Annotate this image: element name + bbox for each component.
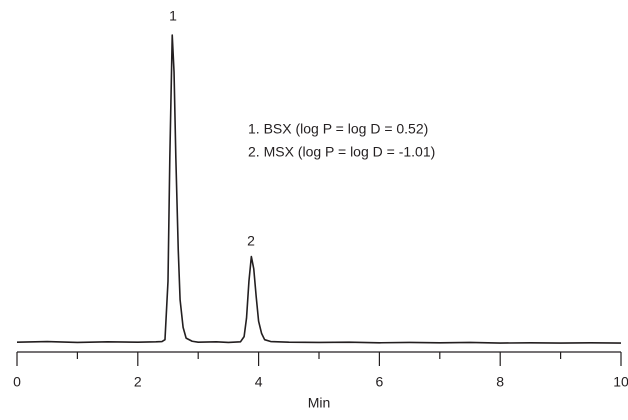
annotation: 2. MSX (log P = log D = -1.01) [248,144,435,160]
x-axis-label: Min [308,395,331,411]
x-tick-label: 8 [496,374,504,390]
x-tick-label: 10 [613,374,628,390]
x-tick-label: 4 [255,374,263,390]
x-tick-label: 2 [134,374,142,390]
x-tick-label: 0 [13,374,21,390]
chromatogram-line [16,34,622,344]
x-tick-label: 6 [376,374,384,390]
annotation: 1. BSX (log P = log D = 0.52) [248,121,428,137]
peak-label: 1 [169,8,177,24]
peak-label: 2 [247,233,255,249]
